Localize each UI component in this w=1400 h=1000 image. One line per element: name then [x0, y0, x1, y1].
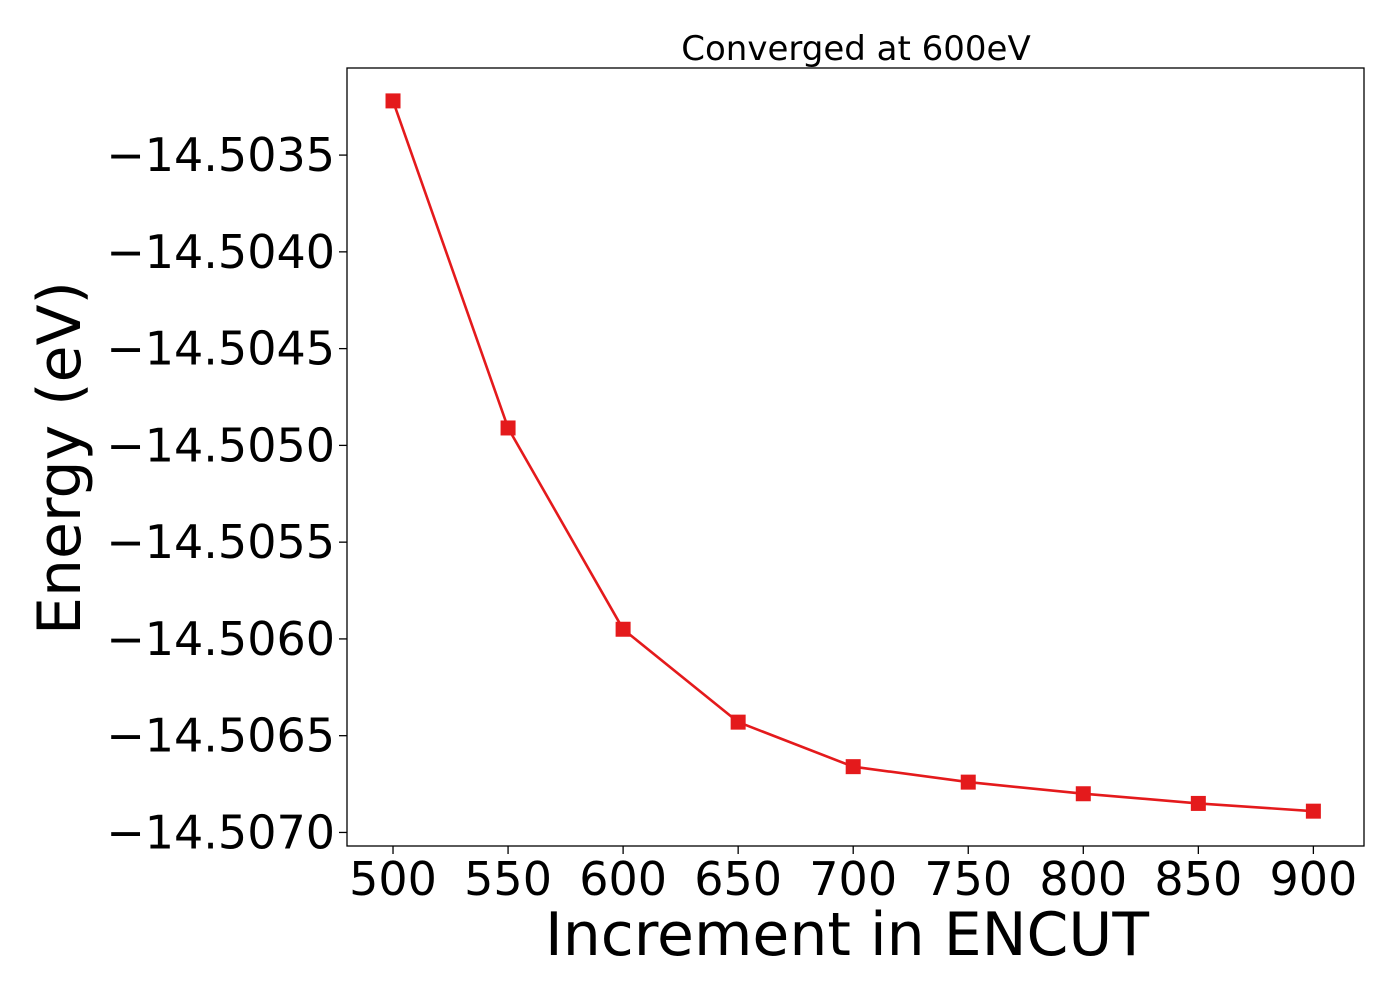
y-tick-label: −14.5065: [106, 709, 335, 763]
y-tick-label: −14.5035: [106, 128, 335, 182]
chart-title: Converged at 600eV: [681, 29, 1030, 69]
x-tick-label: 800: [1039, 852, 1127, 906]
data-point-marker: [1190, 795, 1206, 811]
data-point-marker: [615, 621, 631, 637]
x-tick-label: 600: [579, 852, 667, 906]
plot-frame: [346, 67, 1365, 847]
x-tick-label: 650: [694, 852, 782, 906]
y-tick-label: −14.5045: [106, 322, 335, 376]
x-axis-label: Increment in ENCUT: [545, 900, 1149, 970]
x-axis-ticks: 500 550 600 650 700 750 800 850 900: [349, 846, 1357, 906]
x-tick-label: 750: [924, 852, 1012, 906]
y-tick-label: −14.5070: [106, 805, 335, 859]
series-line: [391, 100, 1314, 813]
y-tick-label: −14.5050: [106, 418, 335, 472]
data-point-marker: [730, 714, 746, 730]
x-tick-label: 500: [349, 852, 437, 906]
y-axis-label: Energy (eV): [25, 281, 95, 635]
y-axis-ticks: −14.5035 −14.5040 −14.5045 −14.5050 −14.5055…: [106, 128, 347, 859]
x-tick-label: 850: [1154, 852, 1242, 906]
data-point-marker: [1075, 786, 1091, 802]
data-point-marker: [385, 93, 401, 109]
x-tick-label: 550: [464, 852, 552, 906]
y-tick-label: −14.5055: [106, 515, 335, 569]
data-point-marker: [960, 774, 976, 790]
series-layer: [385, 93, 1321, 819]
data-point-marker: [845, 759, 861, 775]
x-tick-label: 700: [809, 852, 897, 906]
data-point-marker: [1305, 803, 1321, 819]
x-tick-label: 900: [1269, 852, 1357, 906]
data-point-marker: [500, 420, 516, 436]
y-tick-label: −14.5040: [106, 225, 335, 279]
y-tick-label: −14.5060: [106, 612, 335, 666]
